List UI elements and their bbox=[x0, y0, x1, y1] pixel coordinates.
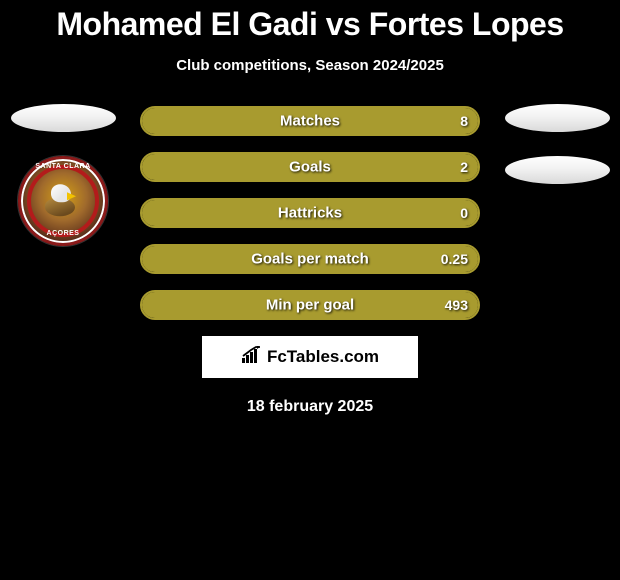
left-player-col: SANTA CLARA AÇORES bbox=[8, 104, 118, 246]
stat-value-right: 0.25 bbox=[441, 251, 468, 267]
stat-value-right: 2 bbox=[460, 159, 468, 175]
watermark: FcTables.com bbox=[202, 336, 418, 378]
club-logo-right-placeholder bbox=[505, 156, 610, 184]
club-logo-left: SANTA CLARA AÇORES bbox=[18, 156, 108, 246]
stat-bar: Goals per match 0.25 bbox=[140, 244, 480, 274]
stat-bar: Goals 2 bbox=[140, 152, 480, 182]
stat-value-right: 8 bbox=[460, 113, 468, 129]
date-label: 18 february 2025 bbox=[0, 398, 620, 416]
chart-icon bbox=[241, 346, 263, 369]
stat-value-right: 493 bbox=[445, 297, 468, 313]
stat-label: Hattricks bbox=[278, 205, 342, 222]
page-title: Mohamed El Gadi vs Fortes Lopes bbox=[0, 0, 620, 43]
comparison-body: SANTA CLARA AÇORES Matches 8 Goals 2 Hattric… bbox=[0, 106, 620, 416]
stat-label: Goals per match bbox=[251, 251, 369, 268]
stat-value-right: 0 bbox=[460, 205, 468, 221]
stat-label: Goals bbox=[289, 159, 331, 176]
club-name-bottom: AÇORES bbox=[21, 230, 105, 237]
player-right-placeholder bbox=[505, 104, 610, 132]
stat-bar: Hattricks 0 bbox=[140, 198, 480, 228]
player-left-placeholder bbox=[11, 104, 116, 132]
subtitle: Club competitions, Season 2024/2025 bbox=[0, 57, 620, 74]
stat-bar: Matches 8 bbox=[140, 106, 480, 136]
stat-bar: Min per goal 493 bbox=[140, 290, 480, 320]
stats-container: Matches 8 Goals 2 Hattricks 0 Goals per match 0… bbox=[140, 106, 480, 320]
club-name-top: SANTA CLARA bbox=[21, 163, 105, 170]
stat-label: Matches bbox=[280, 113, 340, 130]
stat-label: Min per goal bbox=[266, 297, 354, 314]
right-player-col bbox=[502, 104, 612, 208]
eagle-icon bbox=[41, 182, 85, 218]
watermark-text: FcTables.com bbox=[267, 347, 379, 367]
